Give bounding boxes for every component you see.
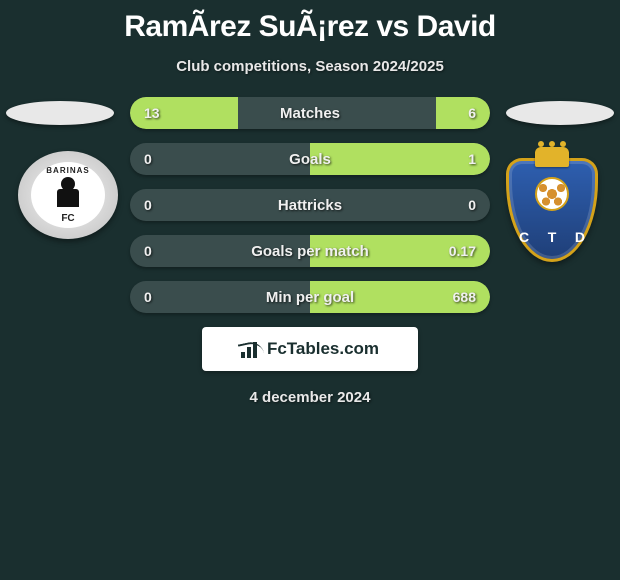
stat-value-right: 0 bbox=[468, 197, 476, 213]
left-club-crest: BARINAS FC bbox=[18, 151, 118, 239]
stat-row: 0 Min per goal 688 bbox=[130, 281, 490, 313]
crest-letters: C T D bbox=[509, 229, 595, 245]
branding-text: FcTables.com bbox=[267, 339, 379, 359]
crest-letter: D bbox=[575, 229, 585, 245]
crown-icon bbox=[535, 147, 569, 167]
stat-label: Hattricks bbox=[278, 197, 342, 214]
left-player-ellipse bbox=[6, 101, 114, 125]
crest-letter: C bbox=[519, 229, 529, 245]
stat-row: 13 Matches 6 bbox=[130, 97, 490, 129]
stat-label: Min per goal bbox=[266, 289, 354, 306]
content-area: BARINAS FC C T D 13 Matches 6 0 Goals 1 0 Hattr… bbox=[0, 97, 620, 406]
crest-outer: BARINAS FC bbox=[18, 151, 118, 239]
stat-fill-right bbox=[310, 143, 490, 175]
stat-value-right: 688 bbox=[453, 289, 476, 305]
stat-value-left: 13 bbox=[144, 105, 160, 121]
referee-icon bbox=[53, 177, 83, 207]
stat-value-right: 6 bbox=[468, 105, 476, 121]
stat-label: Goals per match bbox=[251, 243, 369, 260]
stat-value-left: 0 bbox=[144, 243, 152, 259]
stat-row: 0 Goals 1 bbox=[130, 143, 490, 175]
stat-value-right: 0.17 bbox=[449, 243, 476, 259]
crest-shield-wrap: C T D bbox=[502, 153, 602, 267]
stat-label: Goals bbox=[289, 151, 331, 168]
comparison-subtitle: Club competitions, Season 2024/2025 bbox=[0, 58, 620, 75]
stat-value-left: 0 bbox=[144, 151, 152, 167]
crest-top-text: BARINAS bbox=[46, 166, 89, 175]
stat-value-right: 1 bbox=[468, 151, 476, 167]
comparison-title: RamÃ­rez SuÃ¡rez vs David bbox=[0, 0, 620, 44]
right-club-crest: C T D bbox=[502, 153, 602, 267]
crest-letter: T bbox=[548, 229, 557, 245]
stat-fill-right bbox=[436, 97, 490, 129]
generated-date: 4 december 2024 bbox=[0, 389, 620, 406]
crest-bottom-text: FC bbox=[61, 213, 74, 224]
stat-label: Matches bbox=[280, 105, 340, 122]
stats-rows: 13 Matches 6 0 Goals 1 0 Hattricks 0 0 Goals per m… bbox=[130, 97, 490, 313]
stat-value-left: 0 bbox=[144, 197, 152, 213]
fctables-icon bbox=[241, 340, 261, 358]
branding-box: FcTables.com bbox=[202, 327, 418, 371]
right-player-ellipse bbox=[506, 101, 614, 125]
stat-row: 0 Goals per match 0.17 bbox=[130, 235, 490, 267]
stat-row: 0 Hattricks 0 bbox=[130, 189, 490, 221]
football-icon bbox=[535, 177, 569, 211]
crest-inner: BARINAS FC bbox=[31, 162, 105, 228]
crest-shield: C T D bbox=[506, 158, 598, 262]
stat-value-left: 0 bbox=[144, 289, 152, 305]
